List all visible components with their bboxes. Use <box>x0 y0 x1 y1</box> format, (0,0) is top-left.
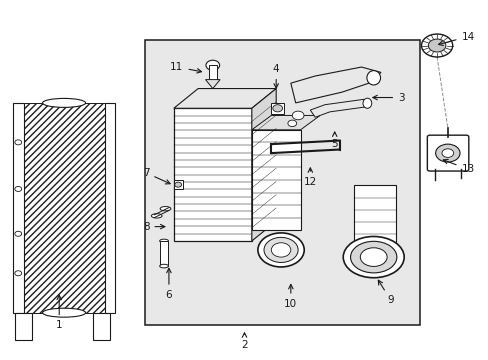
Bar <box>251 130 300 230</box>
Polygon shape <box>310 99 368 117</box>
Circle shape <box>435 144 459 162</box>
Text: 10: 10 <box>284 284 297 309</box>
Ellipse shape <box>343 237 404 278</box>
Bar <box>271 103 283 114</box>
Text: 12: 12 <box>303 168 316 187</box>
Ellipse shape <box>159 264 168 268</box>
Circle shape <box>15 186 21 192</box>
Polygon shape <box>173 89 276 108</box>
Polygon shape <box>251 116 320 130</box>
Ellipse shape <box>42 98 85 107</box>
Circle shape <box>15 271 21 276</box>
Polygon shape <box>251 89 276 241</box>
Bar <box>15 313 32 339</box>
Bar <box>209 65 216 80</box>
Ellipse shape <box>362 98 371 108</box>
Text: 2: 2 <box>241 333 247 350</box>
Text: 4: 4 <box>272 64 279 88</box>
Ellipse shape <box>360 248 386 266</box>
Bar <box>23 103 104 313</box>
Ellipse shape <box>350 241 396 273</box>
Bar <box>353 185 395 246</box>
Bar <box>160 241 167 266</box>
Text: 3: 3 <box>372 93 404 103</box>
Text: 1: 1 <box>56 295 62 330</box>
Ellipse shape <box>366 71 380 85</box>
Ellipse shape <box>264 237 298 262</box>
Bar <box>173 108 251 241</box>
Polygon shape <box>290 67 380 103</box>
Bar <box>173 180 182 189</box>
Circle shape <box>272 105 282 112</box>
Bar <box>104 103 115 313</box>
Ellipse shape <box>205 60 219 70</box>
Circle shape <box>427 39 445 52</box>
Text: 5: 5 <box>331 132 337 149</box>
Bar <box>13 103 23 313</box>
Polygon shape <box>205 80 220 89</box>
Bar <box>144 40 419 325</box>
Text: 6: 6 <box>165 268 172 300</box>
Text: 11: 11 <box>170 62 201 73</box>
Circle shape <box>287 120 296 127</box>
Ellipse shape <box>159 239 168 243</box>
Ellipse shape <box>151 214 162 218</box>
Circle shape <box>174 182 181 187</box>
Circle shape <box>441 149 453 157</box>
Text: 13: 13 <box>443 159 474 174</box>
Text: 7: 7 <box>142 168 170 184</box>
Ellipse shape <box>160 207 170 211</box>
Circle shape <box>292 111 304 120</box>
FancyBboxPatch shape <box>427 135 468 171</box>
Circle shape <box>15 140 21 145</box>
Circle shape <box>15 231 21 236</box>
Ellipse shape <box>42 308 85 317</box>
Ellipse shape <box>271 243 290 257</box>
Ellipse shape <box>257 233 304 267</box>
Bar <box>93 313 110 339</box>
Text: 14: 14 <box>438 32 474 45</box>
Text: 8: 8 <box>142 222 164 231</box>
Text: 9: 9 <box>378 280 393 305</box>
Circle shape <box>421 34 452 57</box>
